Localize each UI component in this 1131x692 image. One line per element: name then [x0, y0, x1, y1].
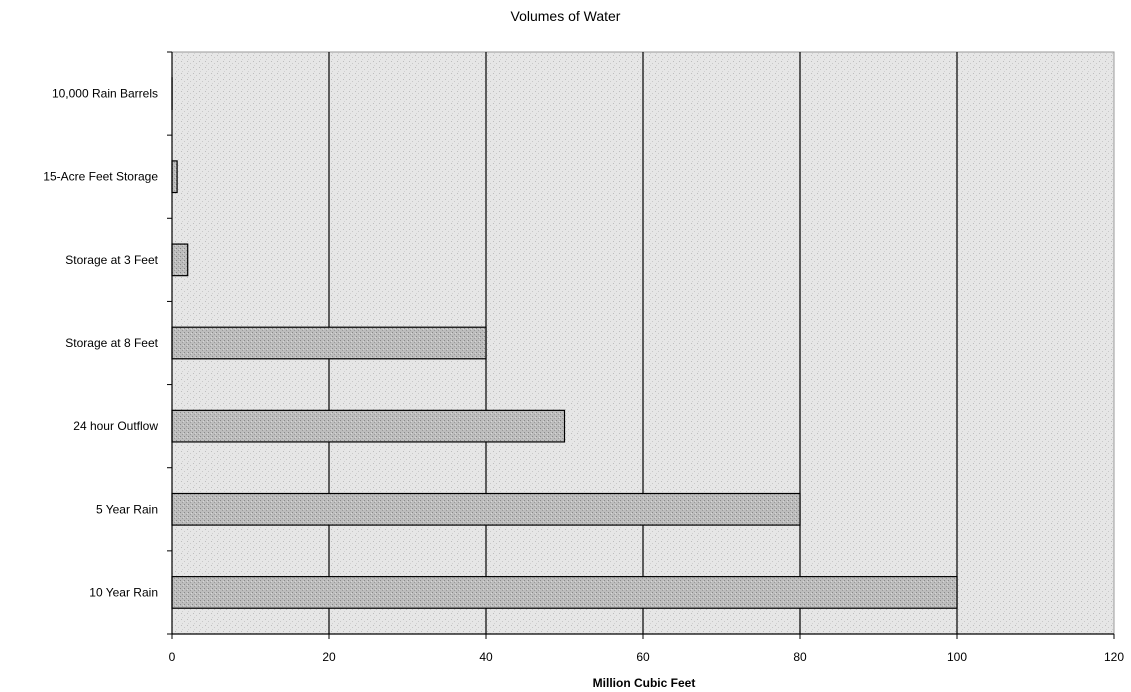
chart-title: Volumes of Water	[510, 8, 621, 24]
category-label: 15-Acre Feet Storage	[43, 170, 158, 184]
category-label: 10,000 Rain Barrels	[52, 87, 158, 101]
x-tick-label: 80	[793, 650, 807, 664]
bar	[171, 160, 178, 194]
bar	[171, 576, 958, 609]
category-label: Storage at 3 Feet	[65, 253, 158, 267]
x-tick-label: 120	[1104, 650, 1124, 664]
x-tick-label: 60	[636, 650, 650, 664]
x-tick-label: 40	[479, 650, 493, 664]
category-label: 10 Year Rain	[89, 585, 158, 599]
bar	[171, 492, 801, 526]
bar	[171, 409, 566, 443]
category-label: 24 hour Outflow	[73, 419, 158, 433]
x-tick-label: 20	[322, 650, 336, 664]
category-label: Storage at 8 Feet	[65, 336, 158, 350]
bar	[171, 243, 189, 277]
x-tick-label: 100	[947, 650, 967, 664]
x-tick-label: 0	[169, 650, 176, 664]
category-label: 5 Year Rain	[96, 502, 158, 516]
bar	[171, 326, 487, 360]
x-axis-title: Million Cubic Feet	[592, 676, 696, 690]
